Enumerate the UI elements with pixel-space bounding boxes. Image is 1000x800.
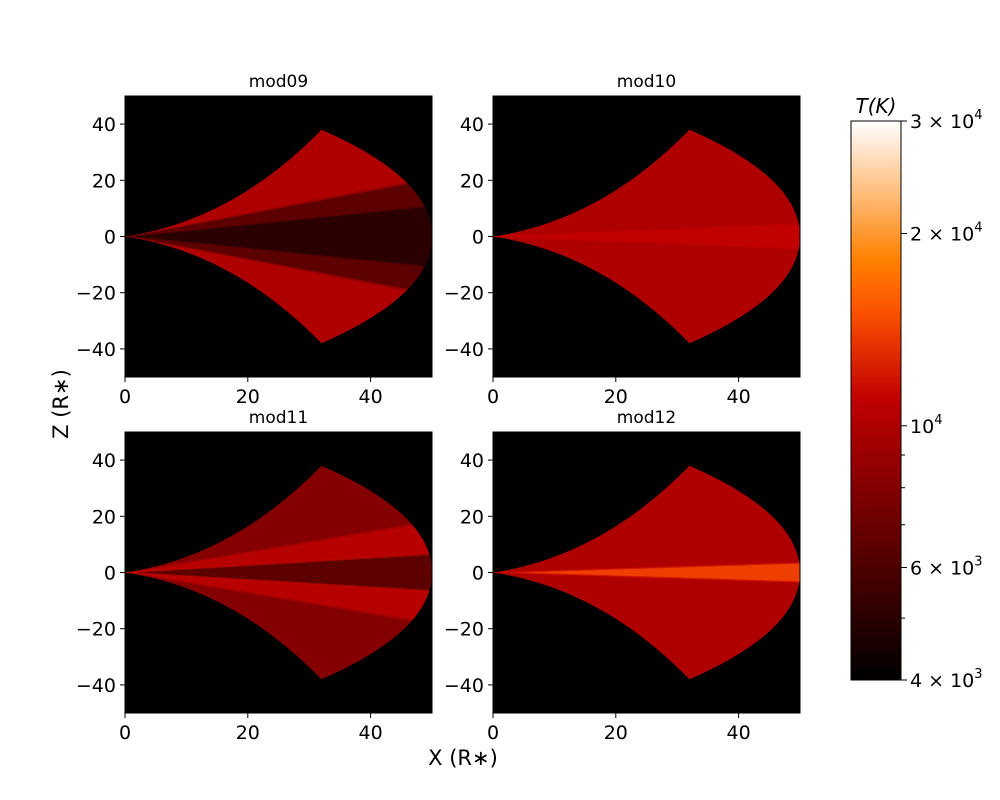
panel-title: mod12 (617, 408, 676, 428)
y-tick-label: −20 (444, 619, 484, 641)
band-edge-streak (125, 138, 432, 238)
x-tick-label: 40 (359, 722, 383, 744)
y-tick-label: 40 (92, 450, 116, 472)
y-tick-label: 20 (92, 170, 116, 192)
x-tick-label: 0 (119, 722, 131, 744)
y-tick-label: 0 (472, 227, 484, 249)
colorbar: T(K) 3 × 104 2 × 104 104 6 × 103 4 × 103 (850, 94, 983, 692)
y-axis-label: Z (R∗) (49, 369, 73, 439)
panel-mod12: 0 20 40 40 20 0 −20 −40 mod12 (444, 408, 801, 744)
y-tick-label: 0 (104, 227, 116, 249)
y-tick-label: 20 (460, 506, 484, 528)
y-tick-label: 20 (92, 506, 116, 528)
band-edge-streak (493, 571, 800, 592)
colorbar-gradient (850, 120, 902, 681)
y-tick-label: −40 (76, 675, 116, 697)
x-tick-label: 0 (487, 386, 499, 408)
colorbar-tick-label: 3 × 104 (910, 108, 983, 133)
y-tick-label: −20 (76, 619, 116, 641)
panel-title: mod10 (617, 72, 676, 92)
temperature-band (493, 554, 800, 591)
colorbar-tick-label: 2 × 104 (910, 220, 983, 245)
x-tick-label: 0 (487, 722, 499, 744)
temperature-band (125, 180, 432, 293)
band-edge-streak (125, 180, 432, 238)
band-edge-streak (125, 235, 432, 335)
band-edge-streak (493, 235, 800, 260)
panel-title: mod11 (249, 408, 308, 428)
band-edge-streak (125, 571, 432, 607)
band-edge-streak (493, 213, 800, 238)
x-tick-label: 40 (727, 722, 751, 744)
y-tick-label: 0 (472, 563, 484, 585)
y-tick-label: −20 (76, 283, 116, 305)
colorbar-tick-label: 104 (910, 413, 942, 438)
x-tick-label: 40 (727, 386, 751, 408)
y-tick-label: 40 (460, 114, 484, 136)
x-tick-label: 20 (236, 386, 260, 408)
y-tick-label: 40 (92, 114, 116, 136)
panel-mod09: 0 20 40 40 20 0 −20 −40 mod09 (76, 72, 433, 408)
x-tick-label: 20 (604, 722, 628, 744)
panel-mod10: 0 20 40 40 20 0 −20 −40 mod10 (444, 72, 801, 408)
y-tick-label: −40 (444, 339, 484, 361)
x-tick-label: 0 (119, 386, 131, 408)
y-tick-label: 40 (460, 450, 484, 472)
band-edge-streak (125, 485, 432, 574)
band-edge-streak (125, 235, 432, 293)
band-edge-streak (125, 571, 432, 660)
panel-title: mod09 (249, 72, 308, 92)
temperature-band (125, 538, 432, 607)
y-tick-label: −40 (76, 339, 116, 361)
temperature-band (493, 214, 800, 259)
band-edge-streak (125, 538, 432, 574)
band-edge-streak (493, 553, 800, 574)
colorbar-tick-label: 6 × 103 (910, 555, 983, 580)
y-tick-label: 20 (460, 170, 484, 192)
x-tick-label: 20 (604, 386, 628, 408)
y-tick-label: −20 (444, 283, 484, 305)
colorbar-label: T(K) (856, 94, 897, 118)
x-tick-label: 40 (359, 386, 383, 408)
y-tick-label: −40 (444, 675, 484, 697)
y-tick-label: 0 (104, 563, 116, 585)
x-tick-label: 20 (236, 722, 260, 744)
colorbar-tick-label: 4 × 103 (910, 667, 983, 692)
panel-mod11: 0 20 40 40 20 0 −20 −40 mod11 (76, 408, 433, 744)
x-axis-label: X (R∗) (428, 746, 498, 770)
